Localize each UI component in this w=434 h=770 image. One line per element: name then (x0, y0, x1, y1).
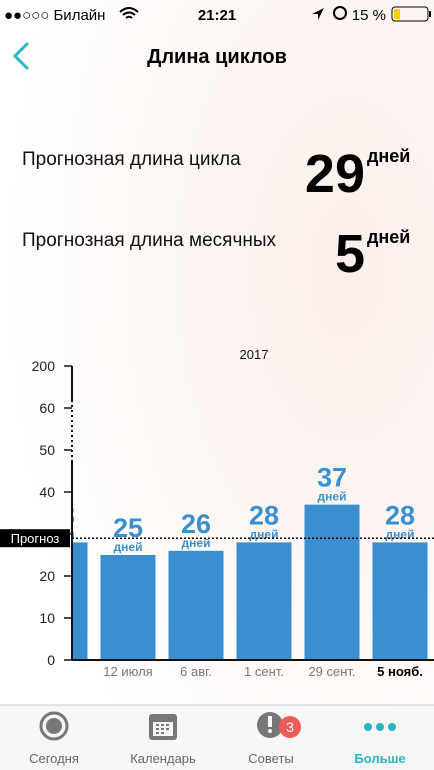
axis: 0102030405060200Прогноз (0, 358, 434, 668)
bar-unit-label: дней (114, 540, 143, 554)
tab-bar (0, 705, 434, 770)
badge (279, 716, 301, 738)
alarm-icon (333, 6, 347, 20)
back-button[interactable] (12, 42, 29, 70)
tab-icon-dot (268, 729, 272, 733)
bar-value-label: 37 (317, 463, 347, 493)
tab-icon-dot (388, 723, 396, 731)
stat-label: Прогнозная длина месячных (22, 230, 276, 251)
carrier: ●●○○○ Билайн (4, 7, 105, 24)
tab-icon (39, 711, 69, 741)
tab-tips[interactable]: 3 Советы (248, 712, 301, 766)
bar (100, 555, 156, 660)
x-tick-label: 12 июля (103, 664, 152, 679)
stat-unit: дней (367, 146, 410, 166)
tab-label: Календарь (130, 751, 196, 766)
tab-more[interactable]: Больше (354, 723, 406, 766)
battery-icon (391, 6, 429, 22)
screen-title: Длина циклов (147, 46, 287, 68)
bar-unit-label: дней (250, 527, 279, 541)
y-tick-label: 50 (39, 442, 55, 458)
tab-icon-core (46, 718, 62, 734)
battery-tip (429, 11, 431, 17)
bar (168, 550, 224, 660)
tab-calendar[interactable]: Календарь (130, 714, 196, 766)
tab-icon-dot (376, 723, 384, 731)
bar (304, 504, 360, 660)
bar-unit-label: дней (318, 490, 347, 504)
reference-label: Прогноз (11, 531, 60, 546)
bar-value-label: 28 (385, 500, 415, 530)
tab-today[interactable]: Сегодня (29, 711, 79, 766)
bar-value-label: 28 (249, 500, 279, 530)
y-tick-label: 10 (39, 610, 55, 626)
bar (372, 542, 428, 660)
y-tick-label: 40 (39, 484, 55, 500)
tab-icon-dot (364, 723, 372, 731)
bar-unit-label: дней (386, 527, 415, 541)
clock: 21:21 (198, 7, 236, 24)
tab-icon-mark (268, 716, 272, 727)
stat-label: Прогнозная длина цикла (22, 149, 241, 170)
x-tick-label: 29 сент. (308, 664, 355, 679)
chart-year: 2017 (240, 347, 269, 362)
tab-label: Сегодня (29, 751, 79, 766)
battery-level (394, 9, 400, 19)
reference-label-box (0, 529, 70, 548)
battery-percent: 15 % (352, 7, 386, 24)
wifi-icon (119, 7, 139, 19)
tab-icon-days (156, 724, 169, 734)
stat-unit: дней (367, 227, 410, 247)
y-tick-label: 60 (39, 400, 55, 416)
bar-value-label: 26 (181, 509, 211, 539)
stat-value: 5 (335, 224, 365, 284)
bar-unit-label: дней (46, 527, 75, 541)
bar-value-label: 28 (45, 500, 75, 530)
x-tick-label: 6 авг. (180, 664, 212, 679)
badge-count: 3 (286, 719, 294, 735)
bar (72, 542, 88, 660)
bar-unit-label: дней (182, 536, 211, 550)
y-tick-label: 0 (47, 652, 55, 668)
bar (236, 542, 292, 660)
tab-label: Советы (248, 751, 293, 766)
stat-value: 29 (305, 144, 365, 204)
x-tick-label: 1 сент. (244, 664, 284, 679)
location-icon (312, 8, 324, 20)
y-tick-label: 200 (32, 358, 56, 374)
y-tick-label: 20 (39, 568, 55, 584)
tab-label: Больше (354, 751, 405, 766)
x-tick-label: 5 нояб. (377, 664, 423, 679)
